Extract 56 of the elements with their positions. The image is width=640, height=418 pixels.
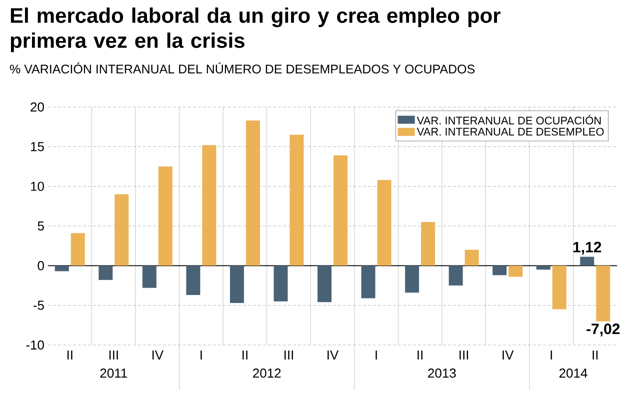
x-tick-label: III — [284, 350, 293, 360]
data-label: 1,12 — [573, 242, 602, 255]
bar — [318, 266, 332, 302]
bar — [334, 155, 348, 266]
chart-title: El mercado laboral da un giro y crea empleo por primera vez en la crisis — [10, 8, 500, 52]
y-tick-label: 0 — [38, 261, 44, 270]
bar — [464, 250, 479, 266]
bar — [290, 134, 304, 266]
bar — [114, 194, 129, 266]
data-label: -7,02 — [586, 324, 620, 336]
text: 2014 — [559, 368, 588, 378]
x-tick-label: II — [418, 350, 422, 360]
bar — [596, 266, 610, 322]
bar — [552, 266, 566, 310]
x-tick-label: II — [67, 350, 72, 360]
bar — [361, 266, 376, 298]
bar — [158, 166, 172, 266]
bar — [405, 266, 420, 293]
y-tick-label: 5 — [38, 221, 44, 231]
text: 2012 — [253, 368, 281, 378]
x-tick-label: I — [550, 350, 552, 360]
bar — [580, 256, 594, 266]
y-tick-label: 15 — [30, 142, 44, 152]
y-tick-label: 10 — [30, 182, 44, 191]
y-tick-label: -10 — [26, 340, 44, 350]
bar — [70, 233, 85, 266]
bar — [246, 120, 260, 266]
y-tick-label: -5 — [33, 300, 44, 310]
x-tick-label: II — [592, 350, 598, 360]
x-tick-label: II — [242, 350, 248, 360]
bar — [377, 180, 392, 266]
bar — [274, 266, 288, 302]
text: 2011 — [100, 368, 127, 378]
y-tick-label: 20 — [30, 102, 44, 112]
text: 2013 — [428, 368, 456, 378]
x-tick-label: I — [376, 350, 377, 360]
bar — [230, 266, 244, 303]
bar — [448, 266, 463, 286]
x-tick-label: III — [109, 350, 118, 360]
x-tick-label: III — [460, 350, 468, 360]
bar — [202, 145, 216, 266]
bar — [186, 266, 200, 296]
bar — [508, 266, 523, 277]
x-tick-label: IV — [502, 350, 514, 360]
bar — [98, 266, 113, 280]
x-tick-label: IV — [328, 350, 339, 360]
bar — [492, 266, 507, 276]
x-tick-label: I — [200, 350, 202, 360]
bar — [54, 266, 69, 272]
bar — [421, 222, 436, 266]
bar — [536, 266, 550, 270]
bar — [142, 266, 156, 288]
chart-subtitle: % VARIACIÓN INTERANUAL DEL NÚMERO DE DESEMPLEADOS Y OCUPADOS — [10, 62, 475, 74]
legend-label: VAR. INTERANUAL DE OCUPACIÓN — [416, 114, 601, 124]
legend-label: VAR. INTERANUAL DE DESEMPLEO — [416, 128, 604, 136]
x-tick-label: IV — [152, 350, 164, 360]
